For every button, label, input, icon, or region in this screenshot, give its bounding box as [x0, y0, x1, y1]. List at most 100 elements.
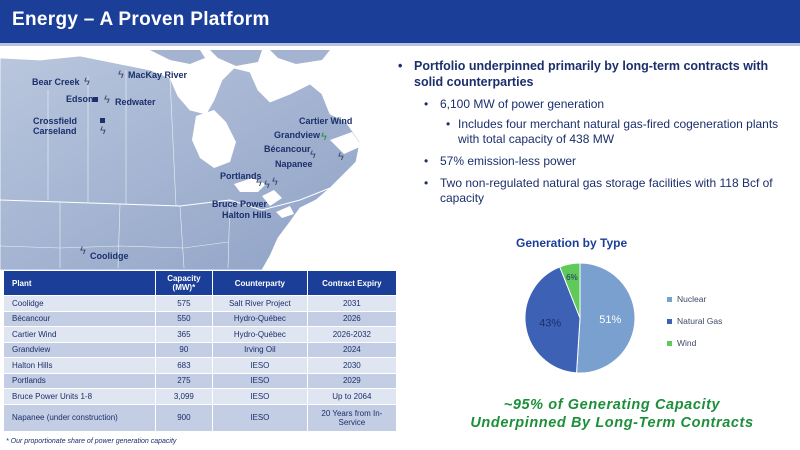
pie-label-wind: 6%	[566, 273, 578, 282]
cell-counterparty: Hydro-Québec	[212, 326, 308, 342]
bullet-power: • 6,100 MW of power generation	[424, 97, 605, 111]
great-lakes	[234, 178, 266, 192]
legend-item-wind: Wind	[667, 338, 722, 348]
bullet-main: • Portfolio underpinned primarily by long…	[398, 59, 769, 89]
state-borders	[0, 241, 229, 249]
table-row: Grandview 90 Irving Oil 2024	[4, 341, 398, 358]
cell-expiry: 2026-2032	[307, 326, 398, 342]
cell-capacity: 90	[155, 341, 213, 358]
cell-plant: Cartier Wind	[4, 326, 156, 342]
chart-title: Generation by Type	[516, 236, 628, 250]
cell-capacity: 575	[155, 295, 213, 311]
cell-expiry: 2031	[307, 295, 398, 311]
pie-chart: 51% 43% 6%	[524, 262, 636, 374]
bolt-icon: ϟ	[264, 179, 270, 191]
cell-plant: Bruce Power Units 1-8	[4, 388, 156, 404]
bolt-icon: ϟ	[84, 76, 90, 88]
asset-map: Bear Creek ϟ ϟ MacKay River Edson ϟ Redw…	[0, 50, 398, 270]
pie-slice-nuclear	[576, 262, 636, 374]
map-label-bear-creek: Bear Creek	[32, 77, 80, 87]
cell-expiry: 2029	[307, 372, 398, 389]
cell-capacity: 550	[155, 310, 213, 327]
great-lakes	[262, 190, 282, 206]
pie-label-nuclear: 51%	[599, 314, 621, 326]
table-row: Portlands 275 IESO 2029	[4, 372, 398, 389]
pie-slice-wind	[559, 262, 581, 319]
map-graphic	[0, 50, 398, 270]
table-header-row: Plant Capacity (MW)* Counterparty Contra…	[4, 271, 398, 296]
map-label-crossfield: Crossfield	[33, 116, 78, 126]
bullet-list: • Portfolio underpinned primarily by long…	[396, 58, 796, 206]
legend-swatch	[667, 318, 672, 324]
cell-expiry: 20 Years from In-Service	[307, 403, 398, 431]
header-divider	[0, 43, 800, 46]
bullet-storage: • Two non-regulated natural gas storage f…	[424, 176, 773, 205]
cell-capacity: 365	[155, 326, 213, 342]
map-label-redwater: Redwater	[115, 97, 156, 107]
chart-legend: Nuclear Natural Gas Wind	[667, 294, 722, 360]
table-row: Bécancour 550 Hydro-Québec 2026	[4, 310, 398, 327]
legend-item-nuclear: Nuclear	[667, 294, 722, 304]
cell-capacity: 3,099	[155, 388, 213, 404]
header-counterparty: Counterparty	[212, 271, 308, 296]
map-label-carseland: Carseland	[33, 126, 77, 136]
header-expiry: Contract Expiry	[307, 271, 398, 296]
legend-swatch	[667, 296, 672, 302]
cell-counterparty: IESO	[212, 403, 308, 431]
map-label-mackay-river: MacKay River	[128, 70, 188, 80]
cell-expiry: 2026	[307, 310, 398, 327]
bolt-icon: ϟ	[310, 149, 316, 161]
header-plant: Plant	[4, 271, 156, 296]
map-label-cartier-wind: Cartier Wind	[299, 116, 353, 126]
bolt-icon: ϟ	[338, 151, 344, 163]
tagline-line-1: ~95% of Generating Capacity	[503, 397, 721, 413]
bullet-merchant: • Includes four merchant natural gas-fire…	[446, 117, 779, 146]
wind-icon: ϟ	[321, 131, 327, 143]
header-bar: Energy – A Proven Platform	[0, 0, 800, 43]
continent-land	[0, 55, 361, 270]
cell-counterparty: Salt River Project	[212, 295, 308, 311]
cell-expiry: 2024	[307, 341, 398, 358]
great-lakes	[276, 206, 294, 218]
bolt-icon: ϟ	[104, 94, 110, 106]
state-borders	[59, 199, 231, 269]
bolt-icon: ϟ	[118, 69, 124, 81]
cell-counterparty: IESO	[212, 357, 308, 373]
table-row: Halton Hills 683 IESO 2030	[4, 357, 398, 373]
table-row: Napanee (under construction) 900 IESO 20…	[4, 403, 398, 431]
tagline: ~95% of Generating Capacity Underpinned …	[428, 396, 796, 432]
cell-counterparty: IESO	[212, 372, 308, 389]
cell-capacity: 900	[155, 403, 213, 431]
pie-slice-natural-gas	[524, 266, 581, 374]
country-border	[0, 187, 331, 211]
arctic-island	[270, 50, 330, 64]
table-row: Coolidge 575 Salt River Project 2031	[4, 295, 398, 311]
facility-marker	[100, 118, 105, 123]
cell-counterparty: IESO	[212, 388, 308, 404]
province-borders	[47, 70, 177, 207]
map-label-becancour: Bécancour	[264, 144, 311, 154]
tagline-line-2: Underpinned By Long-Term Contracts	[470, 415, 754, 431]
legend-swatch	[667, 340, 672, 346]
legend-label: Nuclear	[677, 294, 707, 304]
map-label-edson: Edson	[66, 94, 94, 104]
map-label-coolidge: Coolidge	[90, 251, 129, 261]
header-capacity: Capacity (MW)*	[155, 271, 213, 296]
arctic-island	[210, 50, 262, 66]
table-row: Cartier Wind 365 Hydro-Québec 2026-2032	[4, 326, 398, 342]
cell-plant: Napanee (under construction)	[4, 403, 156, 431]
cell-counterparty: Hydro-Québec	[212, 310, 308, 327]
map-label-grandview: Grandview	[274, 130, 321, 140]
legend-label: Natural Gas	[677, 316, 723, 326]
gulf-st-lawrence	[330, 132, 362, 154]
cell-capacity: 683	[155, 357, 213, 373]
table-row: Bruce Power Units 1-8 3,099 IESO Up to 2…	[4, 388, 398, 404]
bullet-emission: • 57% emission-less power	[424, 154, 577, 168]
bolt-icon: ϟ	[80, 245, 86, 257]
bolt-icon: ϟ	[256, 177, 262, 189]
legend-label: Wind	[677, 338, 697, 348]
arctic-island	[150, 50, 205, 64]
footnote: * Our proportionate share of power gener…	[6, 438, 177, 445]
cell-expiry: Up to 2064	[307, 388, 398, 404]
map-label-bruce-power: Bruce Power	[212, 199, 268, 209]
